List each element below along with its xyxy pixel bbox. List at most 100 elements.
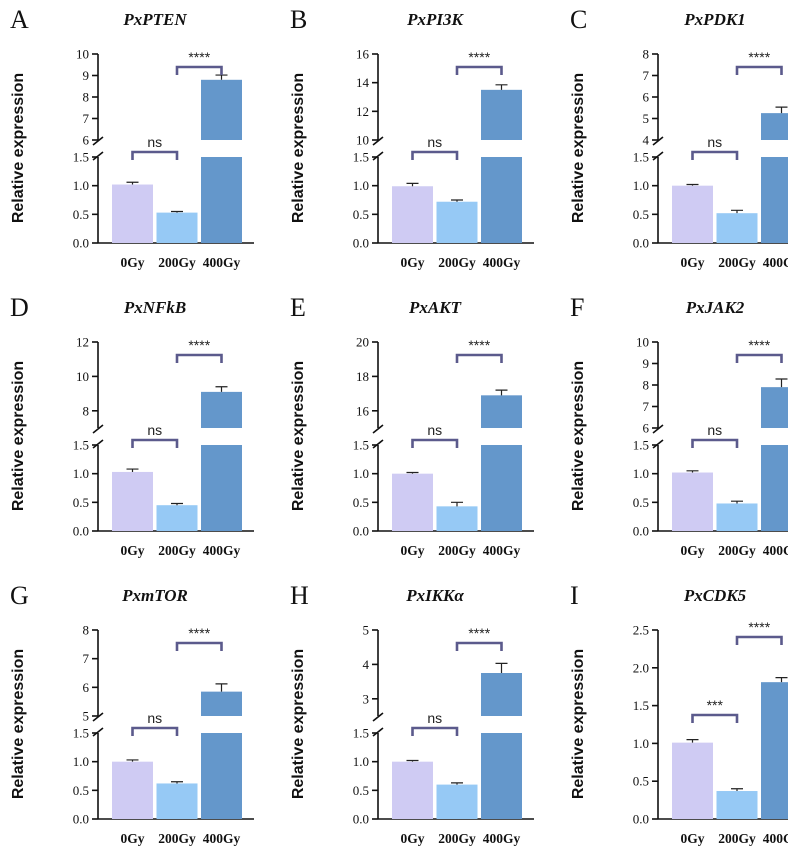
significance-label: ****	[188, 625, 210, 641]
bar-lower-segment	[761, 157, 788, 243]
x-tick-label: 400Gy	[483, 255, 521, 270]
axis-break-icon	[92, 712, 104, 737]
error-bar	[731, 788, 743, 792]
x-tick-label: 400Gy	[763, 255, 788, 270]
y-tick-label: 1.5	[353, 438, 369, 453]
bar	[156, 212, 198, 243]
y-tick-label: 1.0	[633, 736, 649, 751]
y-tick-label: 1.5	[353, 150, 369, 165]
x-tick-label: 0Gy	[680, 255, 704, 270]
y-tick-label: 20	[356, 335, 369, 350]
panel-e: E PxAKT Relative expression 0.0 0.5 1.0 1.5 16 1…	[290, 293, 534, 558]
y-tick-label: 5	[643, 111, 650, 126]
y-tick-label: 0.5	[633, 495, 649, 510]
y-tick-label: 9	[643, 356, 650, 371]
y-tick-label: 0.5	[73, 495, 89, 510]
y-tick-label: 6	[643, 90, 650, 105]
significance-bracket	[131, 726, 179, 736]
y-tick-label: 7	[83, 111, 90, 126]
x-tick-label: 200Gy	[718, 255, 756, 270]
y-tick-label: 10	[636, 335, 649, 350]
significance-bracket	[455, 641, 503, 651]
gene-title: PxPTEN	[122, 10, 187, 29]
y-tick-label: 1.5	[633, 438, 649, 453]
y-tick-label: 1.0	[633, 466, 649, 481]
significance-bracket	[131, 150, 179, 160]
significance-label: ****	[468, 625, 490, 641]
gene-title: PxAKT	[408, 298, 462, 317]
y-tick-label: 1.5	[73, 726, 89, 741]
y-tick-label: 1.0	[353, 178, 369, 193]
panel-a: A PxPTEN Relative expression 0.0 0.5 1.0 1.5 6 7…	[10, 5, 254, 270]
x-tick-label: 200Gy	[158, 831, 196, 846]
axis-break-icon	[92, 424, 104, 449]
y-axis-label: Relative expression	[570, 361, 587, 511]
y-tick-label: 1.5	[73, 150, 89, 165]
significance-bracket	[735, 65, 783, 75]
axis-break-icon	[372, 712, 384, 737]
y-tick-label: 3	[363, 691, 370, 706]
y-axis-label: Relative expression	[570, 73, 587, 223]
bar	[716, 503, 758, 531]
bar	[716, 213, 758, 243]
bar	[672, 472, 713, 531]
y-tick-label: 0.5	[633, 207, 649, 222]
y-axis-label: Relative expression	[570, 649, 587, 799]
bar-lower-segment	[481, 445, 522, 531]
y-tick-label: 0.5	[353, 783, 369, 798]
significance-bracket	[691, 438, 739, 448]
y-tick-label: 0.0	[353, 236, 369, 251]
error-bar	[215, 683, 228, 692]
gene-title: PxIKKα	[405, 586, 464, 605]
panel-letter: F	[570, 293, 584, 322]
bar	[761, 387, 788, 428]
error-bar	[171, 781, 183, 784]
y-tick-label: 1.5	[633, 150, 649, 165]
bar	[481, 395, 522, 428]
bar	[392, 473, 433, 531]
error-bar	[731, 209, 743, 214]
significance-bracket	[691, 150, 739, 160]
significance-label: ns	[147, 710, 162, 726]
significance-bracket	[411, 726, 459, 736]
y-tick-label: 8	[83, 403, 90, 418]
error-bar	[126, 759, 139, 762]
significance-bracket	[411, 150, 459, 160]
x-tick-label: 200Gy	[718, 543, 756, 558]
error-bar	[775, 106, 788, 114]
bar	[436, 506, 478, 531]
significance-label: ****	[748, 337, 770, 353]
error-bar	[775, 378, 788, 388]
x-tick-label: 0Gy	[120, 831, 144, 846]
bar	[672, 742, 713, 819]
x-tick-label: 400Gy	[203, 831, 241, 846]
x-tick-label: 400Gy	[763, 543, 788, 558]
bar-lower-segment	[481, 733, 522, 819]
y-tick-label: 0.5	[73, 207, 89, 222]
panel-g: G PxmTOR Relative expression 0.0 0.5 1.0 1.5 5 6…	[10, 581, 254, 846]
panel-letter: H	[290, 581, 309, 610]
y-tick-label: 0.0	[73, 812, 89, 827]
x-tick-label: 400Gy	[483, 831, 521, 846]
error-bar	[215, 386, 228, 392]
panel-d: D PxNFkB Relative expression 0.0 0.5 1.0 1.5 8 1…	[10, 293, 254, 558]
x-tick-label: 0Gy	[400, 831, 424, 846]
y-axis-label: Relative expression	[290, 361, 307, 511]
bar	[716, 791, 758, 819]
panel-b: B PxPI3K Relative expression 0.0 0.5 1.0 1.5 10…	[290, 5, 534, 270]
y-tick-label: 8	[643, 47, 650, 62]
y-tick-label: 1.0	[353, 754, 369, 769]
bar	[392, 186, 433, 243]
significance-bracket	[455, 353, 503, 363]
bar	[481, 89, 522, 140]
y-tick-label: 16	[356, 403, 370, 418]
y-tick-label: 7	[643, 399, 650, 414]
error-bar	[126, 181, 139, 185]
y-tick-label: 1.0	[73, 178, 89, 193]
y-tick-label: 1.0	[633, 178, 649, 193]
panel-letter: G	[10, 581, 29, 610]
y-tick-label: 1.5	[73, 438, 89, 453]
y-tick-label: 0.0	[633, 524, 649, 539]
x-tick-label: 0Gy	[120, 543, 144, 558]
y-tick-label: 14	[356, 75, 370, 90]
